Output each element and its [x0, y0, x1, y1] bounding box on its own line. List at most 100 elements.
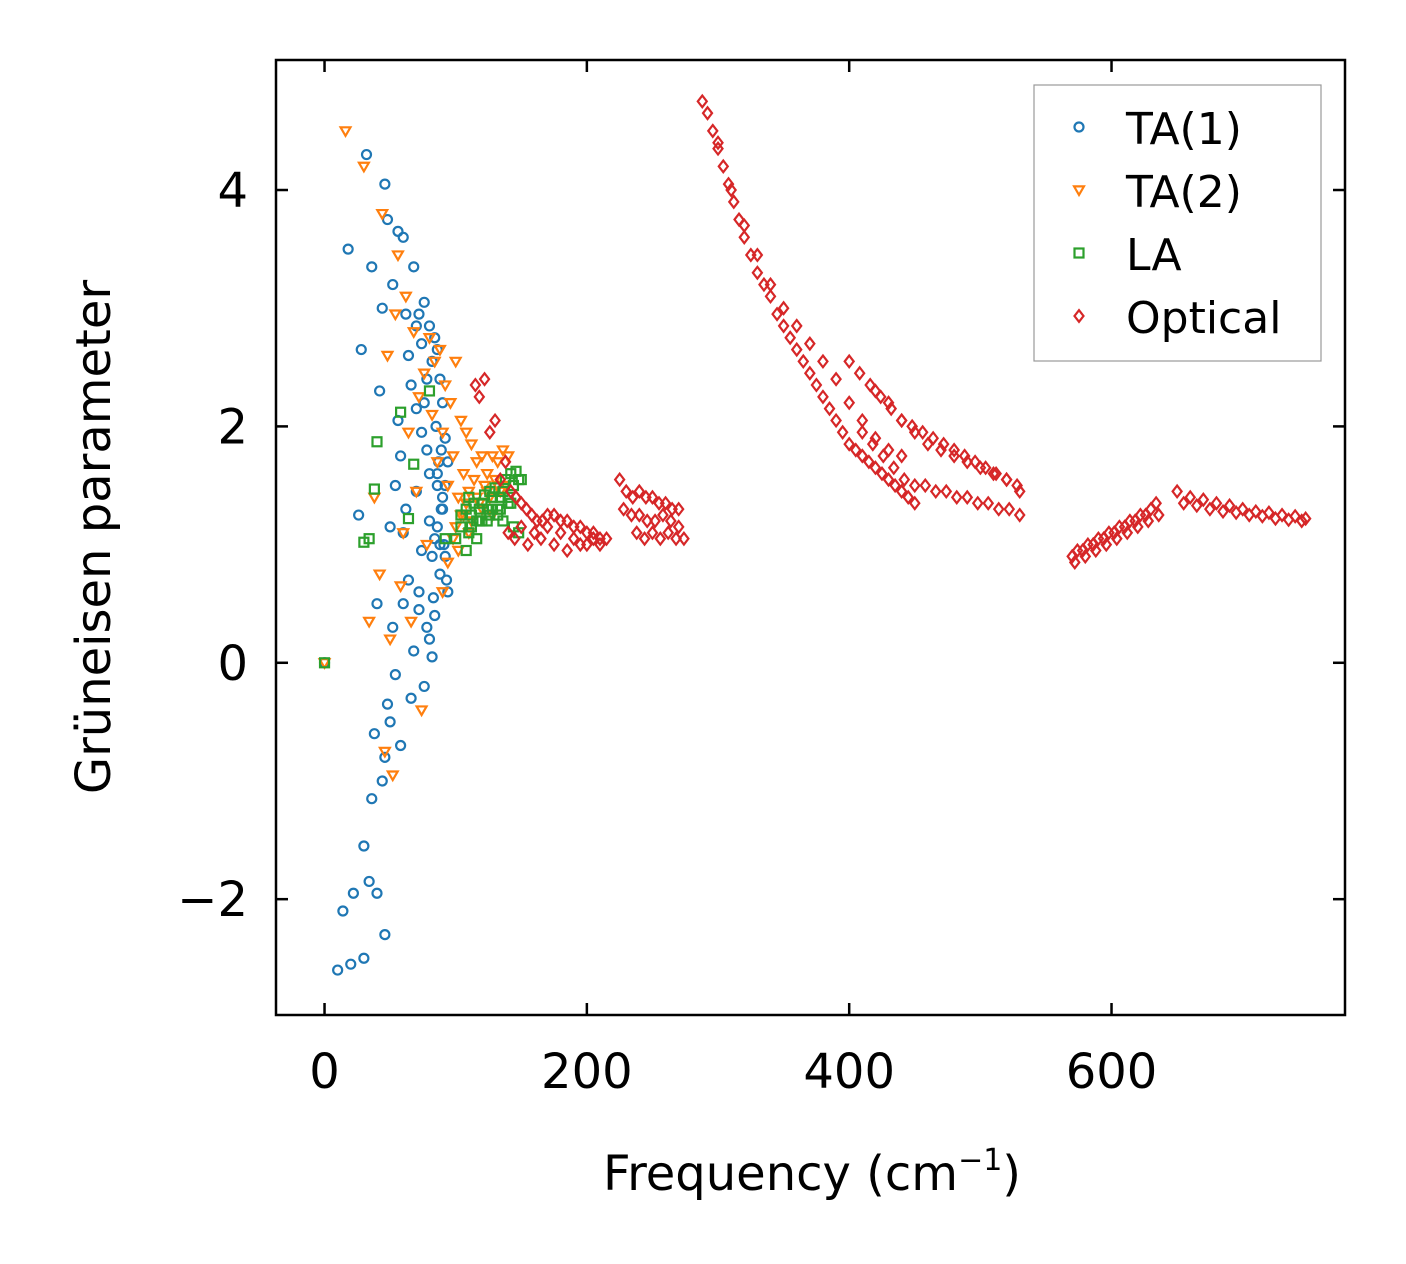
data-point [371, 887, 383, 899]
data-point [906, 418, 919, 435]
data-point [810, 377, 823, 393]
data-point [379, 178, 391, 190]
data-point [456, 468, 471, 481]
data-point [1256, 508, 1269, 524]
data-point [499, 454, 512, 470]
data-point [463, 527, 475, 539]
x-axis-label-main: Frequency (cm [603, 1146, 958, 1202]
data-point [853, 365, 866, 381]
data-point [446, 451, 460, 464]
data-point [1223, 497, 1236, 514]
data-point [401, 427, 416, 440]
data-point [777, 318, 790, 334]
data-point [1269, 510, 1282, 527]
data-point [657, 507, 669, 523]
data-point [1171, 483, 1183, 500]
data-point [987, 466, 1000, 482]
data-point [379, 929, 391, 941]
data-point [869, 430, 882, 446]
data-point [402, 512, 415, 525]
data-point [1197, 492, 1210, 508]
data-point [494, 491, 506, 503]
data-point [856, 424, 869, 440]
data-point [937, 436, 950, 452]
legend-label: TA(2) [1125, 167, 1242, 218]
data-point [431, 468, 443, 480]
data-point [1011, 477, 1023, 494]
series-ta-2 [317, 126, 516, 783]
data-point [400, 503, 412, 515]
data-point [898, 471, 911, 488]
data-point [368, 728, 380, 740]
data-point [948, 442, 961, 458]
data-point [974, 460, 987, 476]
legend-label: LA [1126, 230, 1182, 281]
data-point [672, 519, 685, 535]
data-point [384, 716, 396, 728]
data-point [561, 542, 574, 559]
data-point [916, 424, 929, 440]
data-point [889, 477, 901, 494]
data-point [353, 509, 365, 521]
data-point [387, 278, 399, 291]
data-point [971, 495, 984, 511]
data-point [1152, 507, 1165, 523]
data-point [646, 525, 659, 541]
y-tick-label: −2 [177, 872, 248, 928]
x-tick-label: 400 [803, 1044, 895, 1100]
data-point [1079, 548, 1092, 565]
data-point [431, 521, 443, 533]
data-point [823, 401, 836, 417]
series-optical [469, 93, 1312, 570]
data-point [358, 840, 370, 852]
data-point [948, 448, 961, 464]
data-point [751, 265, 764, 281]
data-point [494, 471, 507, 488]
data-point [554, 525, 567, 541]
data-point [856, 448, 869, 464]
x-axis-label-close: ) [1002, 1146, 1021, 1202]
data-point [1092, 531, 1105, 547]
data-point [646, 489, 659, 505]
data-point [430, 420, 442, 432]
legend-label: TA(1) [1125, 104, 1242, 155]
data-point [620, 483, 633, 500]
x-axis-label: Frequency (cm−1) [603, 1143, 1021, 1202]
data-point [337, 905, 349, 917]
data-point [451, 492, 466, 505]
data-point [895, 448, 908, 464]
data-point [706, 123, 719, 139]
data-point [908, 495, 921, 511]
data-point [1134, 507, 1147, 523]
data-point [388, 309, 403, 322]
y-tick-label: 0 [217, 636, 248, 692]
data-point [633, 507, 646, 523]
data-point [389, 669, 401, 681]
data-point [363, 875, 375, 888]
data-point [1282, 512, 1295, 528]
y-tick-label: 4 [217, 163, 248, 219]
data-point [1190, 497, 1203, 514]
data-point [958, 448, 971, 464]
data-point [363, 533, 375, 545]
data-point [396, 528, 411, 540]
data-point [633, 483, 646, 500]
data-point [425, 409, 439, 422]
data-point [435, 427, 450, 440]
data-point [395, 739, 407, 752]
data-point [395, 450, 407, 462]
data-point [895, 412, 908, 429]
data-point [877, 448, 890, 464]
data-point [849, 442, 862, 458]
data-point [408, 458, 420, 470]
data-point [434, 373, 446, 385]
data-point [701, 105, 714, 121]
legend-marker [1073, 247, 1085, 259]
data-point [982, 495, 995, 511]
data-point [672, 501, 685, 517]
data-point [435, 444, 447, 456]
data-point [376, 302, 388, 314]
data-point [480, 468, 495, 481]
data-point [418, 680, 430, 693]
